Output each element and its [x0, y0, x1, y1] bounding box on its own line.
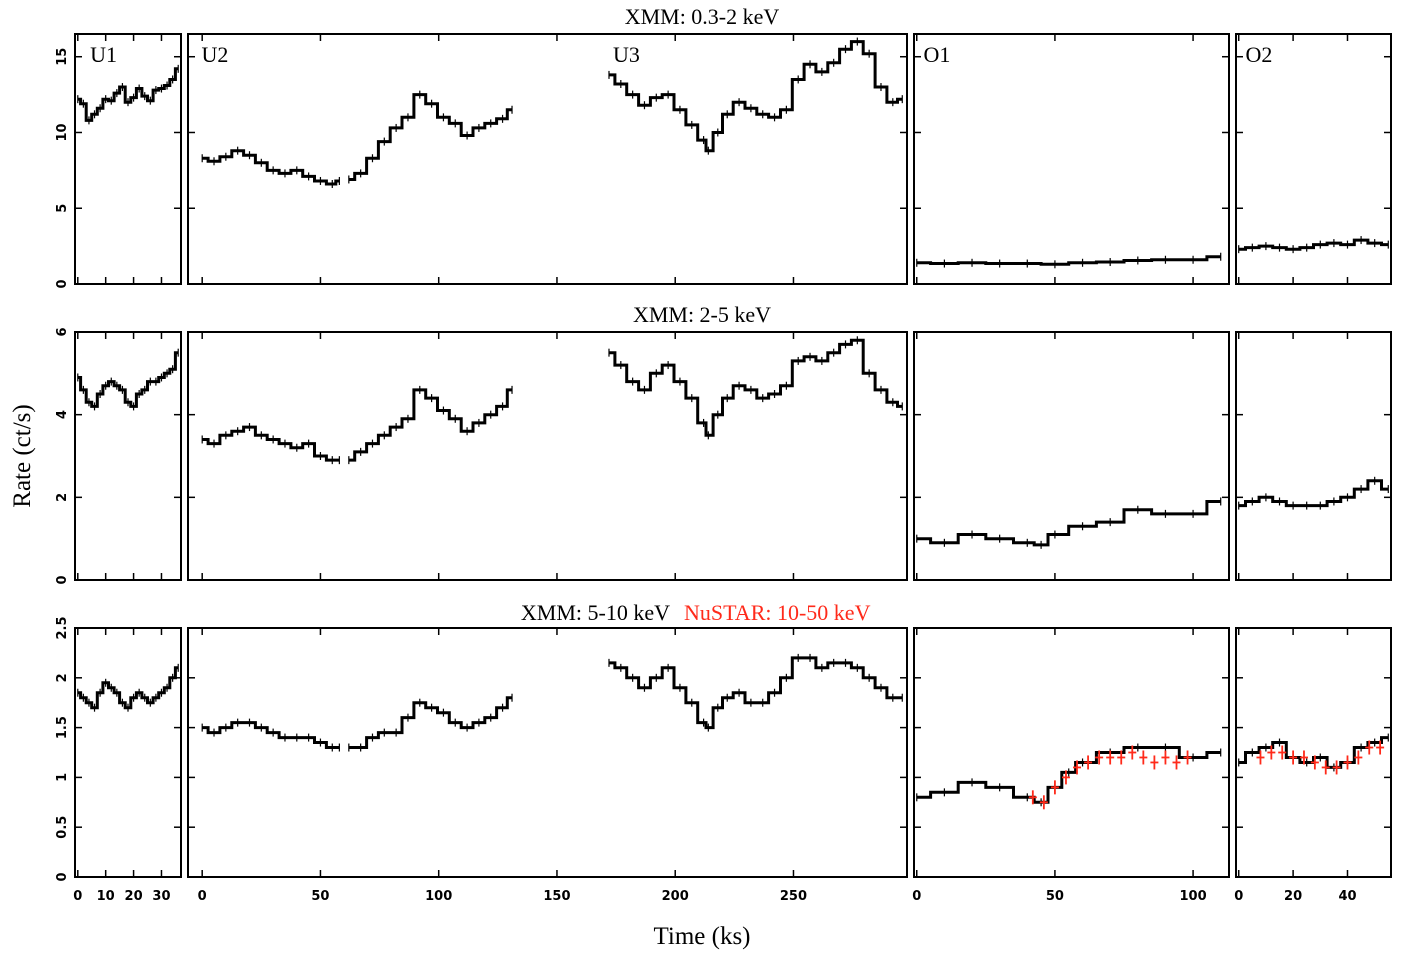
- xmm-lightcurve-r1-s3: [609, 338, 903, 437]
- y-tick-label-r0-1: 5: [55, 204, 70, 213]
- nustar-point: [1299, 750, 1308, 765]
- panel-frame-r1-c2: [913, 331, 1230, 581]
- nustar-point: [1050, 780, 1059, 795]
- xmm-lightcurve-r1-s5: [1238, 479, 1389, 508]
- y-tick-label-r2-5: 2.5: [55, 616, 70, 639]
- nustar-point: [1172, 755, 1181, 770]
- nustar-point: [1150, 755, 1159, 770]
- panel-frame-r1-c1: [187, 331, 908, 581]
- nustar-point: [1310, 755, 1319, 770]
- nustar-point: [1332, 760, 1341, 775]
- x-tick-label-c3-0: 0: [1234, 889, 1243, 904]
- xmm-lightcurve-r2-s0: [77, 666, 179, 710]
- xmm-lightcurve-r2-s4: [916, 746, 1221, 804]
- nustar-point: [1343, 755, 1352, 770]
- nustar-point: [1354, 750, 1363, 765]
- nustar-point: [1289, 750, 1298, 765]
- x-axis-label: Time (ks): [653, 923, 750, 950]
- nustar-point: [1161, 750, 1170, 765]
- row-title-extra-2: NuSTAR: 10-50 keV: [684, 600, 871, 625]
- segment-label-u3: U3: [613, 42, 640, 67]
- x-tick-label-c1-0: 0: [198, 889, 207, 904]
- panel-frame-r1-c0: [74, 331, 182, 581]
- y-tick-label-r2-0: 0: [55, 872, 70, 881]
- nustar-point: [1061, 770, 1070, 785]
- row-title-2: XMM: 5-10 keV: [521, 600, 670, 625]
- nustar-point: [1267, 745, 1276, 760]
- panel-frame-r0-c2: [913, 33, 1230, 285]
- nustar-point: [1084, 755, 1093, 770]
- panel-frame-r0-c3: [1235, 33, 1392, 285]
- x-tick-label-c2-2: 100: [1180, 889, 1207, 904]
- xmm-lightcurve-r1-s1: [202, 425, 340, 462]
- x-tick-label-c1-2: 100: [425, 889, 452, 904]
- x-tick-label-c3-2: 40: [1338, 889, 1356, 904]
- x-tick-label-c0-3: 30: [152, 889, 170, 904]
- x-tick-label-c3-1: 20: [1284, 889, 1302, 904]
- nustar-point: [1183, 750, 1192, 765]
- x-tick-label-c0-1: 10: [97, 889, 115, 904]
- segment-label-u2: U2: [201, 42, 228, 67]
- y-tick-label-r1-1: 2: [55, 493, 70, 502]
- x-tick-label-c1-4: 200: [662, 889, 689, 904]
- xmm-lightcurve-r2-s5: [1238, 736, 1389, 769]
- y-tick-label-r2-1: 0.5: [55, 816, 70, 839]
- xmm-lightcurve-r1-s2: [348, 388, 512, 462]
- xmm-lightcurve-r0-s0: [77, 67, 179, 122]
- xmm-lightcurve-r0-s2: [348, 93, 512, 181]
- xmm-lightcurve-r2-s3: [609, 656, 903, 730]
- panel-frame-r0-c0: [74, 33, 182, 285]
- nustar-point: [1365, 740, 1374, 755]
- x-tick-label-c2-0: 0: [912, 889, 921, 904]
- panel-frame-r2-c1: [187, 627, 908, 878]
- nustar-point: [1106, 750, 1115, 765]
- x-tick-label-c1-5: 250: [780, 889, 807, 904]
- xmm-lightcurve-r0-s4: [916, 255, 1221, 266]
- x-tick-label-c0-2: 20: [125, 889, 143, 904]
- y-tick-label-r1-2: 4: [55, 410, 70, 419]
- y-tick-label-r0-3: 15: [55, 48, 70, 66]
- panel-frame-r0-c1: [187, 33, 908, 285]
- y-tick-label-r2-2: 1: [55, 773, 70, 782]
- nustar-point: [1039, 795, 1048, 810]
- nustar-point: [1095, 750, 1104, 765]
- xmm-lightcurve-r2-s2: [348, 696, 512, 749]
- panel-frame-r2-c2: [913, 627, 1230, 878]
- nustar-point: [1321, 760, 1330, 775]
- panel-frame-r2-c0: [74, 627, 182, 878]
- segment-label-o2: O2: [1245, 42, 1272, 67]
- x-tick-label-c1-3: 150: [543, 889, 570, 904]
- y-axis-label: Rate (ct/s): [9, 404, 36, 507]
- xmm-lightcurve-r0-s3: [609, 40, 903, 153]
- nustar-point: [1117, 750, 1126, 765]
- segment-label-o1: O1: [924, 42, 951, 67]
- xmm-lightcurve-r0-s5: [1238, 238, 1389, 251]
- y-tick-label-r0-0: 0: [55, 279, 70, 288]
- row-title-0: XMM: 0.3-2 keV: [625, 4, 780, 29]
- panel-frame-r2-c3: [1235, 627, 1392, 878]
- x-tick-label-c2-1: 50: [1046, 889, 1064, 904]
- nustar-point: [1139, 750, 1148, 765]
- y-tick-label-r2-3: 1.5: [55, 716, 70, 739]
- xmm-lightcurve-r2-s1: [202, 721, 340, 749]
- segment-label-u1: U1: [90, 42, 117, 67]
- nustar-point: [1128, 745, 1137, 760]
- nustar-point: [1278, 745, 1287, 760]
- panel-frame-r1-c3: [1235, 331, 1392, 581]
- x-tick-label-c0-0: 0: [73, 889, 82, 904]
- x-tick-label-c1-1: 50: [311, 889, 329, 904]
- y-tick-label-r0-2: 10: [55, 123, 70, 141]
- y-tick-label-r1-0: 0: [55, 575, 70, 584]
- nustar-point: [1376, 740, 1385, 755]
- xmm-lightcurve-r1-s4: [916, 500, 1221, 547]
- y-tick-label-r2-4: 2: [55, 673, 70, 682]
- nustar-point: [1073, 760, 1082, 775]
- row-title-1: XMM: 2-5 keV: [633, 302, 771, 327]
- nustar-point: [1028, 790, 1037, 805]
- nustar-point: [1256, 750, 1265, 765]
- y-tick-label-r1-3: 6: [55, 327, 70, 336]
- xmm-lightcurve-r0-s1: [202, 149, 340, 186]
